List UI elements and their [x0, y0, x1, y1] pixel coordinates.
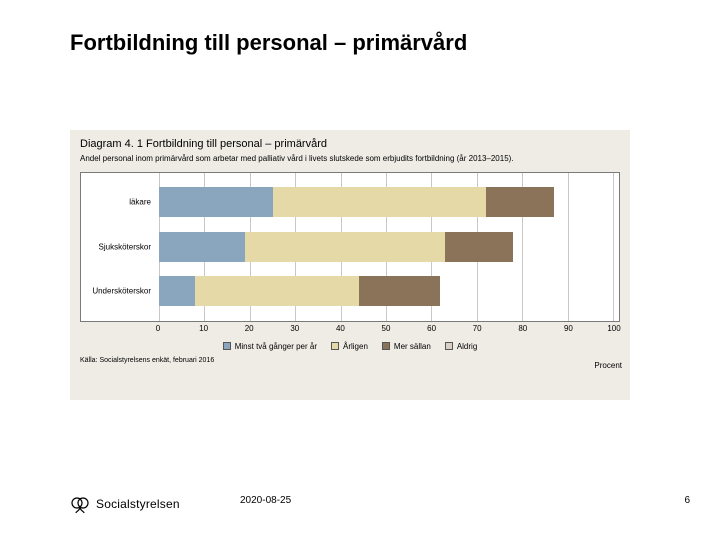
- x-tick: 80: [518, 324, 527, 333]
- bar-segment: [486, 187, 554, 217]
- footer-date: 2020-08-25: [240, 495, 291, 506]
- legend-swatch: [223, 342, 231, 350]
- legend-item: Aldrig: [445, 342, 477, 351]
- x-tick: 0: [156, 324, 160, 333]
- legend-item: Mer sällan: [382, 342, 431, 351]
- legend-label: Minst två gånger per år: [235, 342, 317, 351]
- x-tick: 90: [564, 324, 573, 333]
- bar-segment: [273, 187, 486, 217]
- legend: Minst två gånger per år Årligen Mer sällan…: [80, 342, 620, 351]
- bar-segment: [195, 276, 358, 306]
- org-logo: Socialstyrelsen: [70, 494, 180, 514]
- legend-swatch: [382, 342, 390, 350]
- page-title: Fortbildning till personal – primärvård: [70, 30, 467, 56]
- chart-title: Diagram 4. 1 Fortbildning till personal …: [80, 138, 620, 150]
- legend-swatch: [331, 342, 339, 350]
- org-name: Socialstyrelsen: [96, 497, 180, 511]
- slide: Fortbildning till personal – primärvård …: [0, 0, 720, 540]
- bar-segment: [445, 232, 513, 262]
- bar-segment: [359, 276, 441, 306]
- legend-item: Minst två gånger per år: [223, 342, 317, 351]
- org-logo-icon: [70, 494, 90, 514]
- bar-row: [159, 187, 613, 217]
- x-axis: 0102030405060708090100: [158, 322, 614, 338]
- chart-subtitle: Andel personal inom primärvård som arbet…: [80, 154, 620, 164]
- bar-segment: [245, 232, 445, 262]
- category-label: Sjuksköterskor: [81, 242, 155, 251]
- legend-label: Aldrig: [457, 342, 477, 351]
- bar-row: [159, 276, 613, 306]
- x-tick: 60: [427, 324, 436, 333]
- footer-page: 6: [684, 495, 690, 506]
- bar-segment: [159, 276, 195, 306]
- x-tick: 20: [245, 324, 254, 333]
- plot-inner: [159, 173, 613, 321]
- gridline: [613, 173, 614, 321]
- x-tick: 70: [473, 324, 482, 333]
- bar-row: [159, 232, 613, 262]
- bar-segment: [159, 187, 273, 217]
- axis-unit-label: Procent: [594, 361, 622, 370]
- x-tick: 10: [199, 324, 208, 333]
- legend-label: Årligen: [343, 342, 368, 351]
- x-tick: 100: [607, 324, 620, 333]
- legend-swatch: [445, 342, 453, 350]
- category-label: Undersköterskor: [81, 286, 155, 295]
- x-tick: 30: [290, 324, 299, 333]
- bar-segment: [159, 232, 245, 262]
- chart-source: Källa: Socialstyrelsens enkät, februari …: [80, 357, 620, 364]
- plot-area: läkare Sjuksköterskor Undersköterskor: [80, 172, 620, 322]
- x-tick: 40: [336, 324, 345, 333]
- legend-label: Mer sällan: [394, 342, 431, 351]
- x-tick: 50: [382, 324, 391, 333]
- chart-panel: Diagram 4. 1 Fortbildning till personal …: [70, 130, 630, 400]
- legend-item: Årligen: [331, 342, 368, 351]
- category-label: läkare: [81, 198, 155, 207]
